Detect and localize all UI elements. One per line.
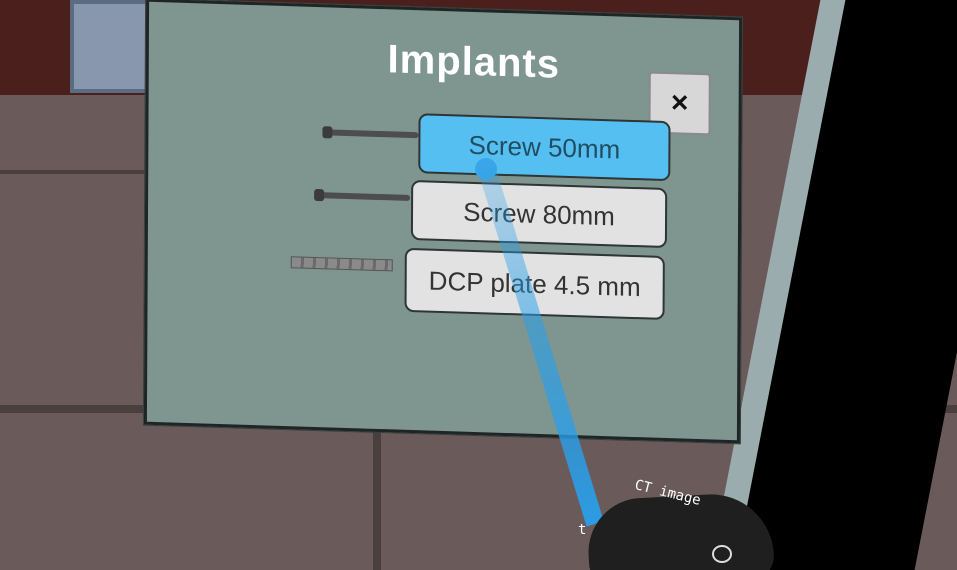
controller-logo-icon bbox=[712, 545, 732, 563]
dcp-plate-icon bbox=[290, 256, 393, 272]
screw-80mm-button[interactable]: Screw 80mm bbox=[410, 180, 668, 249]
screw-80-icon bbox=[320, 192, 411, 201]
floor-grid-line bbox=[0, 170, 160, 174]
panel-title: Implants bbox=[387, 37, 561, 87]
screw-50-icon bbox=[328, 129, 419, 139]
implants-panel: Implants × Screw 50mm Screw 80mm DCP pla… bbox=[143, 0, 743, 444]
controller-label-secondary: t bbox=[578, 522, 587, 538]
close-icon: × bbox=[670, 86, 689, 120]
screw-50mm-button[interactable]: Screw 50mm bbox=[418, 113, 671, 182]
floor-grid-line bbox=[373, 405, 381, 570]
